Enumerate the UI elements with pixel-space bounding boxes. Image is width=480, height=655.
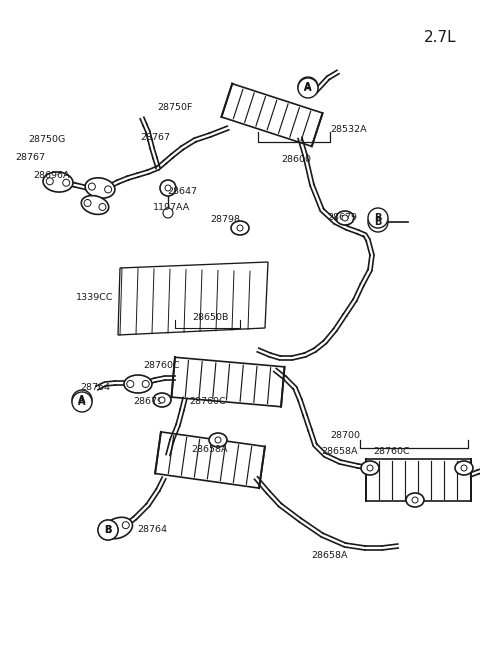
Text: A: A bbox=[304, 83, 312, 93]
Ellipse shape bbox=[85, 178, 115, 198]
Ellipse shape bbox=[406, 493, 424, 507]
Text: A: A bbox=[78, 395, 86, 405]
Ellipse shape bbox=[104, 517, 132, 538]
Ellipse shape bbox=[43, 172, 73, 192]
Circle shape bbox=[122, 521, 129, 529]
Circle shape bbox=[105, 186, 112, 193]
Circle shape bbox=[72, 392, 92, 412]
Text: A: A bbox=[304, 82, 312, 92]
Ellipse shape bbox=[153, 393, 171, 407]
Circle shape bbox=[368, 208, 388, 228]
Circle shape bbox=[88, 183, 96, 190]
Circle shape bbox=[98, 520, 118, 540]
Text: 28767: 28767 bbox=[140, 134, 170, 143]
Text: 28760C: 28760C bbox=[144, 360, 180, 369]
Text: 28750G: 28750G bbox=[28, 136, 66, 145]
Circle shape bbox=[163, 208, 173, 218]
Text: 28600: 28600 bbox=[281, 155, 311, 164]
Circle shape bbox=[412, 497, 418, 503]
Text: 28798: 28798 bbox=[210, 215, 240, 225]
Text: 1197AA: 1197AA bbox=[154, 204, 191, 212]
Ellipse shape bbox=[160, 180, 176, 196]
Text: 28658A: 28658A bbox=[322, 447, 358, 457]
Text: 28767: 28767 bbox=[15, 153, 45, 162]
Text: 28764: 28764 bbox=[80, 383, 110, 392]
Ellipse shape bbox=[81, 196, 109, 214]
Circle shape bbox=[165, 185, 171, 191]
Text: 28647: 28647 bbox=[167, 187, 197, 196]
Text: A: A bbox=[78, 397, 86, 407]
Text: 28700: 28700 bbox=[330, 430, 360, 440]
Text: B: B bbox=[374, 217, 382, 227]
Text: 28760C: 28760C bbox=[190, 398, 226, 407]
Polygon shape bbox=[118, 262, 268, 335]
Ellipse shape bbox=[336, 211, 354, 225]
Circle shape bbox=[84, 200, 91, 206]
Circle shape bbox=[237, 225, 243, 231]
Circle shape bbox=[127, 381, 134, 388]
Ellipse shape bbox=[231, 221, 249, 235]
Circle shape bbox=[298, 78, 318, 98]
Ellipse shape bbox=[124, 375, 152, 393]
Text: B: B bbox=[104, 525, 112, 535]
Circle shape bbox=[368, 212, 388, 232]
Text: 28760C: 28760C bbox=[374, 447, 410, 457]
Text: 28750F: 28750F bbox=[157, 103, 192, 113]
Text: 28696A: 28696A bbox=[34, 172, 70, 181]
Ellipse shape bbox=[455, 461, 473, 475]
Circle shape bbox=[107, 527, 114, 534]
Circle shape bbox=[63, 179, 70, 186]
Text: 28658A: 28658A bbox=[312, 550, 348, 559]
Text: 28679: 28679 bbox=[133, 398, 163, 407]
Text: B: B bbox=[374, 213, 382, 223]
Circle shape bbox=[72, 390, 92, 410]
Ellipse shape bbox=[209, 433, 227, 447]
Circle shape bbox=[99, 204, 106, 210]
Text: 28650B: 28650B bbox=[192, 314, 228, 322]
Circle shape bbox=[142, 381, 149, 388]
Text: 28764: 28764 bbox=[137, 525, 167, 534]
Circle shape bbox=[159, 397, 165, 403]
Circle shape bbox=[46, 178, 53, 185]
Circle shape bbox=[98, 520, 118, 540]
Text: 28658A: 28658A bbox=[192, 445, 228, 455]
Circle shape bbox=[367, 465, 373, 471]
Circle shape bbox=[342, 215, 348, 221]
Text: B: B bbox=[104, 525, 112, 535]
Text: 28532A: 28532A bbox=[330, 126, 367, 134]
Circle shape bbox=[298, 77, 318, 97]
Text: 28679: 28679 bbox=[327, 214, 357, 223]
Text: 1339CC: 1339CC bbox=[76, 293, 114, 303]
Ellipse shape bbox=[361, 461, 379, 475]
Text: 2.7L: 2.7L bbox=[424, 31, 456, 45]
Circle shape bbox=[215, 437, 221, 443]
Circle shape bbox=[461, 465, 467, 471]
